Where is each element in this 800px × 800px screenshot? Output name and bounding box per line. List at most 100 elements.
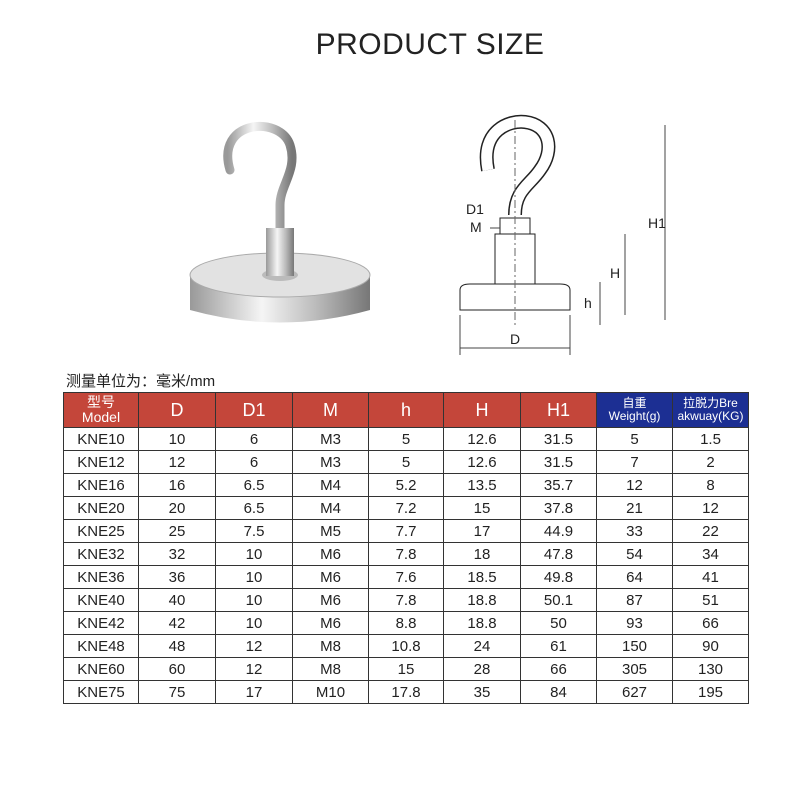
table-cell: M10: [292, 680, 369, 704]
table-cell: KNE75: [63, 680, 139, 704]
table-cell: 10: [215, 542, 293, 566]
label-D: D: [510, 331, 520, 347]
label-H: H: [610, 265, 620, 281]
table-cell: KNE12: [63, 450, 139, 474]
table-cell: KNE48: [63, 634, 139, 658]
dimension-diagram: D D1 M H1 H h: [459, 114, 666, 355]
table-cell: 32: [138, 542, 216, 566]
table-cell: 35.7: [520, 473, 597, 497]
table-cell: 8: [672, 473, 749, 497]
table-cell: 1.5: [672, 427, 749, 451]
table-row: KNE42 42 10 M6 8.8 18.8 50 93 66: [63, 611, 749, 635]
table-cell: 12: [215, 657, 293, 681]
table-cell: M3: [292, 427, 369, 451]
label-M: M: [470, 219, 482, 235]
header-H: H: [443, 392, 521, 428]
table-cell: 84: [520, 680, 597, 704]
table-cell: 35: [443, 680, 521, 704]
table-cell: 33: [596, 519, 673, 543]
table-row: KNE36 36 10 M6 7.6 18.5 49.8 64 41: [63, 565, 749, 589]
table-cell: KNE36: [63, 565, 139, 589]
table-cell: M6: [292, 542, 369, 566]
table-cell: 48: [138, 634, 216, 658]
table-cell: 195: [672, 680, 749, 704]
table-cell: 7: [596, 450, 673, 474]
table-cell: KNE16: [63, 473, 139, 497]
table-cell: M8: [292, 634, 369, 658]
table-cell: 7.5: [215, 519, 293, 543]
header-M: M: [292, 392, 369, 428]
table-cell: KNE60: [63, 657, 139, 681]
table-cell: 5: [596, 427, 673, 451]
header-weight: 自重 Weight(g): [596, 392, 673, 428]
table-header-row: 型号 Model D D1 M h H H1 自重 Weight(g) 拉脱力Bre…: [63, 392, 749, 428]
table-cell: 10: [138, 427, 216, 451]
table-cell: KNE32: [63, 542, 139, 566]
table-row: KNE20 20 6.5 M4 7.2 15 37.8 21 12: [63, 496, 749, 520]
table-cell: 6.5: [215, 473, 293, 497]
table-cell: 25: [138, 519, 216, 543]
table-cell: 17: [443, 519, 521, 543]
table-cell: 5: [368, 427, 444, 451]
table-cell: M4: [292, 473, 369, 497]
table-cell: 22: [672, 519, 749, 543]
header-D1: D1: [215, 392, 293, 428]
table-cell: 12: [672, 496, 749, 520]
table-cell: KNE42: [63, 611, 139, 635]
table-cell: M6: [292, 565, 369, 589]
magnet-hook-photo: [189, 121, 371, 323]
table-row: KNE32 32 10 M6 7.8 18 47.8 54 34: [63, 542, 749, 566]
table-row: KNE16 16 6.5 M4 5.2 13.5 35.7 12 8: [63, 473, 749, 497]
table-cell: M6: [292, 588, 369, 612]
table-cell: 40: [138, 588, 216, 612]
page-title: PRODUCT SIZE: [315, 28, 545, 61]
table-cell: 6.5: [215, 496, 293, 520]
table-cell: 60: [138, 657, 216, 681]
table-cell: 50.1: [520, 588, 597, 612]
table-cell: 305: [596, 657, 673, 681]
table-cell: 64: [596, 565, 673, 589]
table-cell: 130: [672, 657, 749, 681]
table-cell: 12: [215, 634, 293, 658]
table-cell: 17: [215, 680, 293, 704]
table-cell: 18.8: [443, 611, 521, 635]
size-table: 型号 Model D D1 M h H H1 自重 Weight(g) 拉脱力Bre…: [63, 392, 749, 704]
table-cell: 10: [215, 588, 293, 612]
header-h: h: [368, 392, 444, 428]
table-cell: 12.6: [443, 427, 521, 451]
table-cell: 18.8: [443, 588, 521, 612]
header-breakaway: 拉脱力Bre akwuay(KG): [672, 392, 749, 428]
table-cell: 51: [672, 588, 749, 612]
table-cell: 10: [215, 611, 293, 635]
table-cell: KNE40: [63, 588, 139, 612]
table-cell: 8.8: [368, 611, 444, 635]
table-cell: 37.8: [520, 496, 597, 520]
table-cell: M8: [292, 657, 369, 681]
table-cell: 87: [596, 588, 673, 612]
table-cell: 6: [215, 450, 293, 474]
table-cell: 5: [368, 450, 444, 474]
table-cell: 15: [443, 496, 521, 520]
table-row: KNE10 10 6 M3 5 12.6 31.5 5 1.5: [63, 427, 749, 451]
table-cell: KNE10: [63, 427, 139, 451]
table-cell: 24: [443, 634, 521, 658]
label-D1: D1: [466, 201, 484, 217]
table-cell: 12: [138, 450, 216, 474]
table-cell: 13.5: [443, 473, 521, 497]
table-cell: 6: [215, 427, 293, 451]
table-row: KNE25 25 7.5 M5 7.7 17 44.9 33 22: [63, 519, 749, 543]
table-cell: 627: [596, 680, 673, 704]
table-row: KNE75 75 17 M10 17.8 35 84 627 195: [63, 680, 749, 704]
header-model: 型号 Model: [63, 392, 139, 428]
unit-note: 测量单位为：毫米/mm: [66, 373, 216, 390]
table-cell: 21: [596, 496, 673, 520]
table-cell: 41: [672, 565, 749, 589]
table-cell: 7.6: [368, 565, 444, 589]
table-cell: 5.2: [368, 473, 444, 497]
label-h: h: [584, 295, 592, 311]
table-row: KNE12 12 6 M3 5 12.6 31.5 7 2: [63, 450, 749, 474]
table-cell: M4: [292, 496, 369, 520]
header-H1: H1: [520, 392, 597, 428]
table-cell: 54: [596, 542, 673, 566]
table-cell: 34: [672, 542, 749, 566]
